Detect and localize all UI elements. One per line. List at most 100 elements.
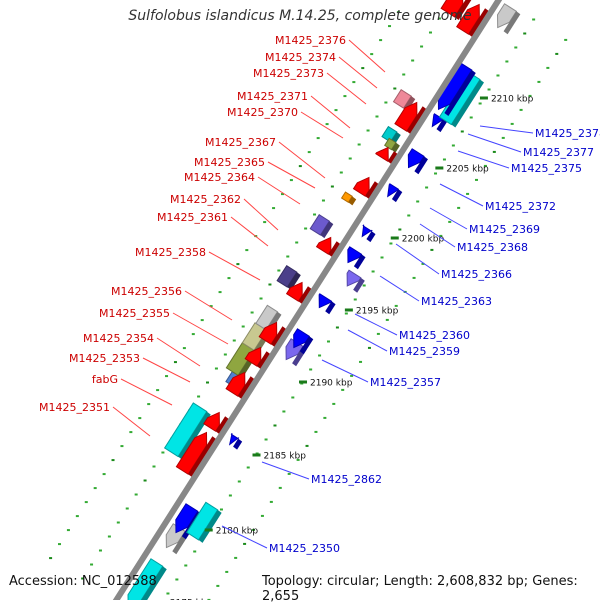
gc-dot [318,354,322,357]
kbp-tick-mark [204,528,213,532]
gc-dot [207,598,211,600]
leader-line-forward [300,111,344,139]
gc-dot [295,241,299,244]
leader-line-forward [184,290,233,321]
gc-dot [334,109,338,112]
gc-dot [442,158,446,161]
gene-label-reverse: M1425_2369 [469,223,540,236]
gc-dot [420,45,424,48]
leader-line-forward [142,357,191,383]
gc-dot [75,515,79,518]
gene-olive-outer-3-bevel [391,142,400,153]
gc-dot [555,52,559,55]
gc-dot [236,263,240,266]
gene-fwd-4-bevel [256,351,271,370]
leader-line-reverse [261,461,310,480]
gene-fwd-10-bevel [406,106,427,135]
gene-rev-1-bevel [141,566,167,600]
leader-line-reverse [439,183,484,207]
gc-dot [273,424,277,427]
gc-dot [182,347,186,350]
gc-dot [277,269,281,272]
gene-orange-outer-bevel [348,196,357,206]
gene-red-top-bevel [454,0,472,20]
gc-dot [376,332,380,335]
gc-dot [379,39,383,42]
gc-dot [289,179,293,182]
gene-rev-14-bevel [436,119,447,133]
gene-purple-outer-2-bevel [320,221,334,239]
gc-dot [367,346,371,349]
gc-dot [448,220,452,223]
gc-dot [483,164,487,167]
gc-dot [323,416,327,419]
gc-dot [191,333,195,336]
gene-rev-10 [347,246,363,264]
gc-dot [93,487,97,490]
gene-fwd-3-bevel [237,376,255,400]
gene-label-reverse: M1425_2360 [399,329,470,342]
gc-dot-tracks [49,3,568,600]
leader-line-forward [326,72,367,105]
gc-dot [398,228,402,231]
leader-line-reverse [479,125,534,134]
gc-dot [528,94,532,97]
gc-dot [184,564,188,567]
gene-label-forward: M1425_2361 [157,211,228,224]
accession-text: Accession: NC_012588 [9,574,157,589]
gc-dot [193,550,197,553]
gene-rev-15-bevel [451,79,484,128]
gc-dot [216,584,220,587]
gene-rev-9 [346,269,362,287]
kbp-tick-label: 2210 kbp [491,94,534,104]
gene-rev-5 [228,433,240,446]
gc-dot [389,242,393,245]
gc-dot [298,165,302,168]
gc-dot [161,451,165,454]
leader-line-forward [208,251,261,281]
leader-line-forward [310,95,351,129]
gene-rev-16-bevel [444,70,476,117]
gc-dot [152,465,156,468]
gc-dot [81,577,85,580]
gc-dot [49,557,53,560]
gc-dot [263,221,267,224]
gc-dot [434,172,438,175]
gc-dot [478,102,482,105]
gc-dot [519,108,523,111]
gc-dot [341,388,345,391]
gc-dot [421,262,425,265]
gene-label-forward: M1425_2371 [237,90,308,103]
gc-dot [343,95,347,98]
gc-dot [102,473,106,476]
gene-label-reverse: M1425_2359 [389,345,460,358]
leader-line-reverse [321,359,369,383]
gc-dot [326,340,330,343]
kbp-tick-mark [252,453,261,457]
kbp-tick-label: 2190 kbp [310,378,353,388]
gc-dot [457,206,461,209]
gene-label-forward: M1425_2364 [184,171,255,184]
gene-label-forward: M1425_2370 [227,106,298,119]
gc-dot [269,500,273,503]
gc-dot [166,592,170,595]
gc-dot [474,178,478,181]
gc-dot [339,171,343,174]
gc-dot [348,157,352,160]
leader-line-reverse [354,313,398,336]
gc-dot [245,249,249,252]
gc-dot [223,353,227,356]
gene-rev-11 [361,224,373,238]
map-title: Sulfolobus islandicus M.14.25, complete … [128,8,472,24]
leader-line-forward [230,216,269,247]
leader-line-forward [156,337,201,367]
leader-line-forward [338,56,378,89]
gene-label-forward: M1425_2353 [69,352,140,365]
gc-dot [175,578,179,581]
gc-dot [357,143,361,146]
gc-dot [451,144,455,147]
gc-dot [314,430,318,433]
gene-label-reverse: M1425_2357 [370,376,441,389]
gene-label-reverse: M1425_2862 [311,473,382,486]
